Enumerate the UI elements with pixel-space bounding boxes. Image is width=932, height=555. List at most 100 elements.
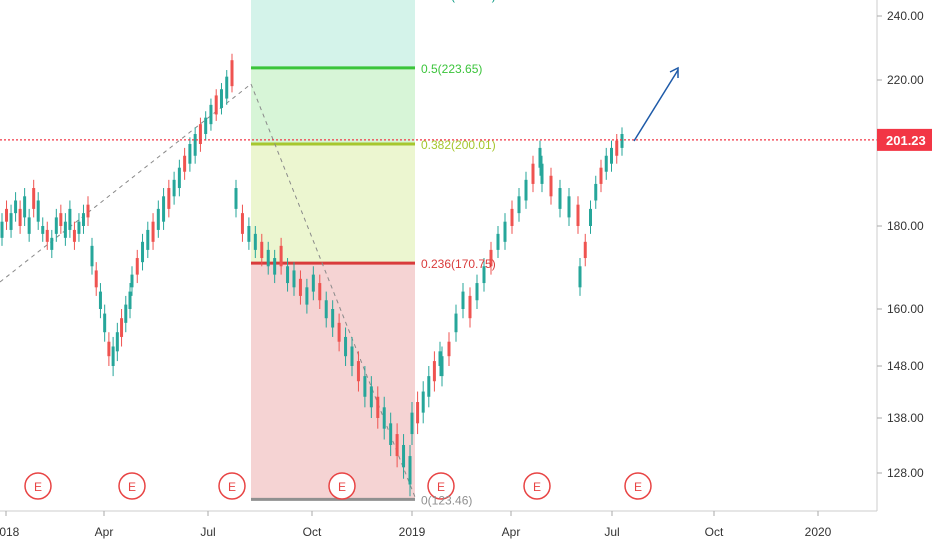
candle-body — [141, 241, 145, 263]
earnings-marker[interactable] — [218, 472, 246, 500]
fib-band — [251, 67, 415, 144]
candle-body — [167, 188, 171, 209]
candle-body — [183, 155, 187, 172]
arrow-line[interactable] — [633, 69, 679, 142]
fib-band — [251, 0, 415, 68]
earnings-marker[interactable] — [523, 472, 551, 500]
candle-body — [86, 204, 90, 218]
candle-body — [219, 89, 223, 109]
earnings-marker[interactable] — [328, 472, 356, 500]
candle-body — [115, 332, 119, 352]
candle-body — [81, 213, 85, 226]
candle-body — [18, 208, 22, 226]
arrow-head[interactable] — [669, 66, 679, 78]
y-tick-label: 160.00 — [887, 302, 924, 316]
y-tick-label: 128.00 — [887, 466, 924, 480]
candle-body — [23, 196, 27, 218]
candle-body — [510, 208, 514, 226]
earnings-marker-label: E — [34, 480, 42, 494]
candle-body — [260, 241, 264, 259]
candle-body — [318, 283, 322, 301]
candle-body — [432, 361, 436, 382]
candle-body — [266, 249, 270, 267]
candle-body — [558, 188, 562, 209]
y-tick-label: 148.00 — [887, 359, 924, 373]
candle-body — [440, 356, 444, 377]
earnings-marker-label: E — [533, 480, 541, 494]
price-tag-bg — [877, 128, 932, 151]
trend-dashed-line[interactable] — [250, 83, 416, 498]
earnings-marker[interactable] — [118, 472, 146, 500]
candle-body — [454, 313, 458, 333]
candle-body — [234, 188, 238, 209]
candle-body — [59, 213, 63, 226]
candle-body — [107, 341, 111, 357]
candle-body — [594, 183, 598, 201]
candle-body — [230, 60, 234, 87]
candle-body — [416, 402, 420, 424]
candle-body — [90, 245, 94, 267]
candle-body — [604, 155, 608, 172]
x-tick-label: Oct — [303, 525, 322, 539]
candle-body — [177, 167, 181, 189]
candle-body — [540, 163, 544, 184]
candle-body — [468, 295, 472, 319]
trend-arrow[interactable] — [633, 66, 679, 142]
candle-body — [382, 407, 386, 429]
earnings-marker[interactable] — [624, 472, 652, 500]
candle-body — [253, 233, 257, 250]
candle-body — [363, 376, 367, 397]
candle-body — [620, 134, 624, 148]
candle-body — [151, 221, 155, 242]
candle-body — [324, 300, 328, 319]
x-tick-label: 2020 — [805, 525, 832, 539]
candle-body — [279, 245, 283, 267]
y-axis[interactable]: 240.00220.00200.00180.00160.00148.00138.… — [877, 9, 924, 480]
earnings-marker[interactable] — [427, 472, 455, 500]
candle-body — [50, 237, 54, 250]
candle-body — [589, 208, 592, 226]
candle-body — [610, 147, 613, 164]
x-tick-label: Apr — [502, 525, 521, 539]
candle-body — [567, 196, 571, 218]
fibonacci-levels[interactable] — [251, 0, 415, 501]
candle-body — [225, 76, 229, 99]
candle-body — [438, 351, 442, 366]
candle-body — [9, 213, 13, 230]
trend-dashed-line[interactable] — [0, 83, 252, 283]
candle-body — [240, 213, 244, 234]
candle-body — [209, 104, 213, 125]
earnings-marker[interactable] — [24, 472, 52, 500]
candle-body — [337, 322, 341, 342]
fib-level-label: 0.618(247.03) — [421, 0, 496, 3]
earnings-marker-label: E — [437, 480, 445, 494]
candle-body — [402, 444, 406, 468]
earnings-marker-label: E — [634, 480, 642, 494]
candle-body — [376, 396, 380, 418]
candle-body — [331, 309, 335, 328]
candle-body — [549, 175, 553, 197]
earnings-marker-label: E — [338, 480, 346, 494]
candle-body — [350, 346, 354, 366]
x-axis[interactable]: 2018 Apr Jul Oct 2019 Apr Jul Oct 2020 — [0, 511, 832, 539]
x-tick-label: Apr — [95, 525, 114, 539]
candle-body — [135, 258, 139, 275]
candle-body — [517, 196, 521, 214]
candle-body — [292, 270, 296, 288]
candle-body — [496, 233, 500, 250]
x-tick-label: Oct — [705, 525, 724, 539]
candle-body — [54, 217, 58, 234]
candle-body — [146, 229, 150, 250]
candle-body — [461, 291, 465, 309]
candle-body — [389, 423, 393, 445]
x-tick-label: Jul — [200, 525, 215, 539]
candle-body — [305, 287, 309, 305]
y-tick-label: 180.00 — [887, 219, 924, 233]
x-tick-label: Jul — [604, 525, 619, 539]
candle-body — [247, 226, 251, 242]
candle-body — [214, 95, 218, 115]
